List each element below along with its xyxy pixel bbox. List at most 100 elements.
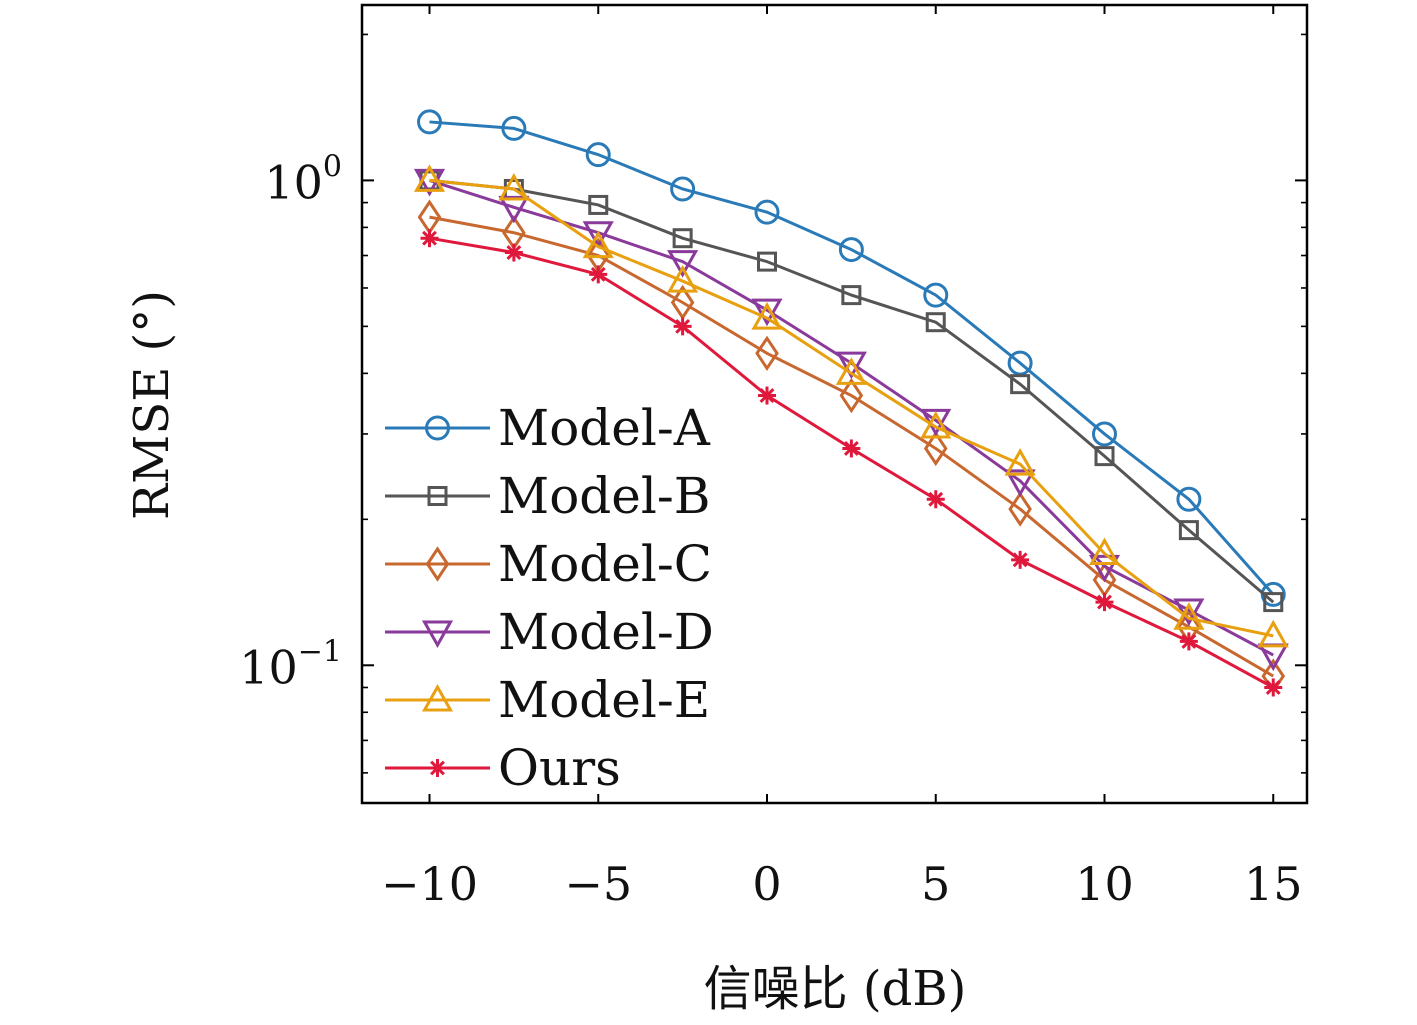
data-point (421, 683, 454, 712)
data-point (751, 302, 783, 330)
legend-label: Model-A (498, 399, 711, 457)
data-point (1092, 421, 1117, 447)
legend-entry: Model-A (385, 399, 711, 457)
series-line (429, 215, 1275, 678)
data-point (672, 228, 693, 249)
data-point (1011, 550, 1030, 569)
data-point (1178, 520, 1199, 541)
data-point (427, 486, 448, 506)
legend-label: Model-D (498, 603, 714, 661)
data-point (925, 312, 946, 333)
star-stroke (590, 266, 606, 282)
data-point (754, 199, 780, 225)
data-point (839, 377, 864, 414)
data-point (1095, 593, 1114, 612)
axis-ticks: −10 −5 0 5 10 15 100 10−1 (239, 5, 1307, 911)
series-line (429, 178, 1274, 638)
legend-label: Model-C (498, 535, 712, 593)
data-point (1004, 448, 1036, 476)
x-tick-label: 15 (1244, 857, 1303, 911)
star-stroke (675, 318, 691, 334)
data-point (842, 439, 861, 458)
x-tick-label: 5 (921, 857, 950, 911)
data-point (420, 229, 439, 248)
data-point (1094, 446, 1115, 467)
data-point (1007, 350, 1033, 376)
series-group (413, 109, 1289, 697)
data-point (1088, 537, 1121, 566)
star-stroke (1181, 634, 1197, 649)
series-model-e (413, 164, 1289, 648)
legend-label: Ours (498, 739, 621, 797)
star-stroke (1012, 552, 1028, 568)
data-point (498, 195, 530, 224)
y-axis-label: RMSE (°) (124, 290, 180, 520)
legend-entry: Model-D (385, 603, 714, 661)
data-point (582, 221, 614, 249)
data-point (1257, 619, 1289, 648)
legend-label: Model-E (498, 671, 710, 729)
series-ours (420, 229, 1283, 697)
data-point (417, 109, 442, 135)
legend-entry: Model-C (385, 535, 712, 593)
data-point (582, 230, 614, 259)
data-point (923, 430, 948, 467)
data-point (1088, 554, 1121, 583)
data-point (421, 620, 454, 649)
data-point (667, 250, 699, 278)
data-point (425, 546, 450, 582)
data-point (1004, 469, 1036, 497)
series-line (429, 120, 1275, 596)
data-point (757, 251, 777, 272)
x-tick-label: 10 (1075, 857, 1134, 911)
data-point (758, 386, 776, 405)
data-point (667, 265, 699, 293)
x-tick-label: −10 (381, 857, 478, 911)
series-line (429, 178, 1275, 604)
data-point (923, 282, 949, 308)
star-stroke (422, 230, 437, 246)
star-stroke (1097, 594, 1112, 610)
data-point (926, 490, 945, 509)
data-point (755, 335, 779, 371)
star-stroke (506, 245, 522, 260)
data-point (835, 357, 867, 385)
data-point (1263, 592, 1284, 613)
y-tick-label: 100 (264, 149, 342, 209)
star-stroke (1265, 680, 1281, 695)
plot-frame (360, 3, 1309, 805)
data-point (1173, 602, 1205, 630)
legend-entry: Model-B (385, 467, 711, 525)
data-point (1176, 486, 1202, 512)
data-point (1264, 678, 1283, 697)
legend-entry: Model-E (385, 671, 710, 729)
data-point (1010, 374, 1031, 395)
data-point (413, 164, 446, 192)
data-point (673, 317, 692, 336)
data-point (670, 176, 696, 202)
data-point (589, 265, 608, 284)
x-tick-label: −5 (564, 857, 632, 911)
x-tick-label: 0 (752, 857, 781, 911)
star-stroke (759, 388, 775, 403)
legend-entry: Ours (385, 739, 621, 797)
data-point (498, 172, 530, 201)
star-stroke (843, 441, 859, 456)
x-axis-label: 信噪比 (dB) (704, 961, 967, 1017)
data-point (428, 759, 447, 777)
y-tick-label: 10−1 (239, 634, 342, 694)
data-point (841, 285, 862, 306)
star-stroke (430, 760, 445, 776)
data-point (751, 298, 783, 327)
data-point (920, 410, 952, 439)
data-point (1008, 491, 1032, 527)
data-point (425, 415, 450, 441)
data-point (838, 237, 864, 263)
data-point (835, 351, 867, 380)
series-model-a (417, 109, 1286, 607)
star-stroke (928, 491, 944, 507)
data-point (585, 142, 611, 168)
data-point (504, 243, 523, 262)
legend-label: Model-B (498, 467, 711, 525)
